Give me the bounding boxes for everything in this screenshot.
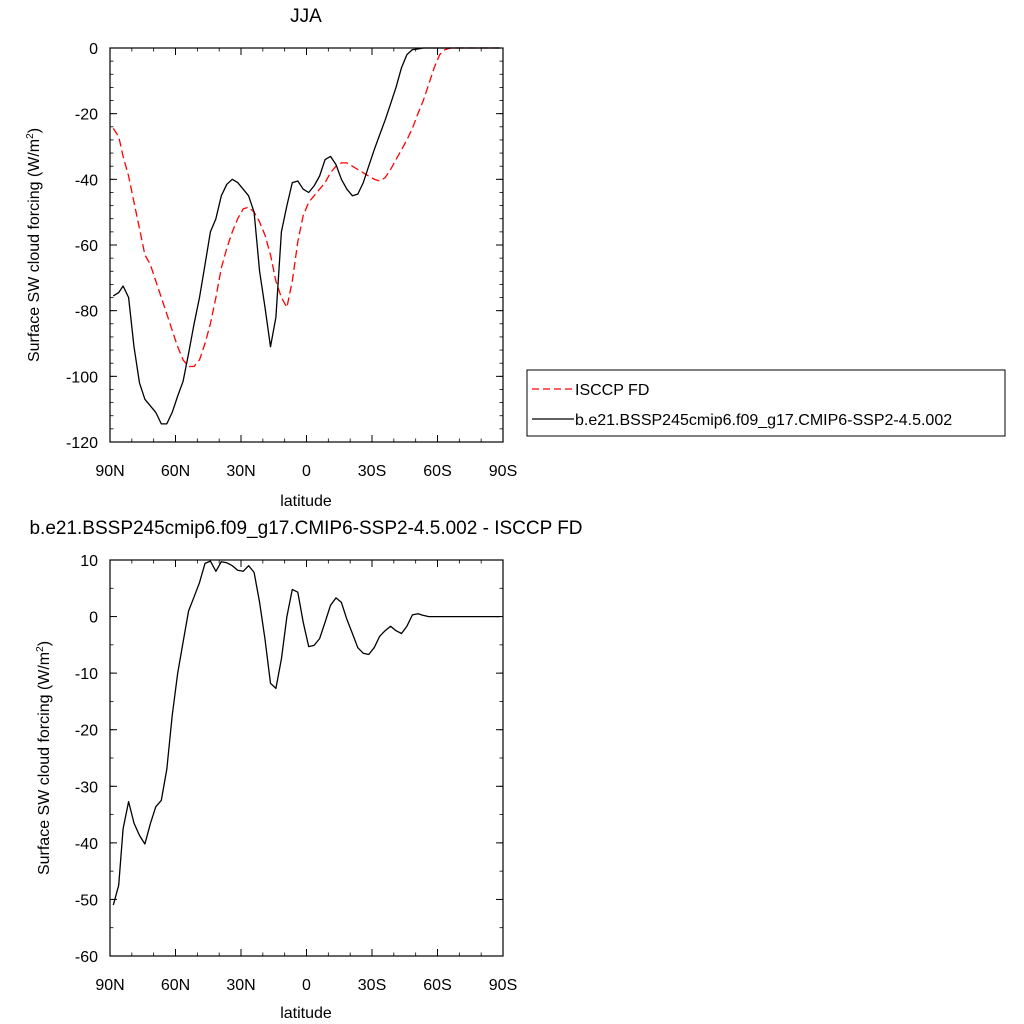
legend-label-model: b.e21.BSSP245cmip6.f09_g17.CMIP6-SSP2-4.…: [575, 412, 952, 429]
top-chart-series: [112, 47, 500, 425]
y-tick-label: -80: [75, 304, 98, 321]
x-tick-label: 30S: [358, 463, 386, 480]
x-tick-label: 90S: [489, 463, 517, 480]
x-tick-label: 60N: [161, 463, 190, 480]
bottom-chart-y-axis-label: Surface SW cloud forcing (W/m2): [35, 641, 53, 875]
y-tick-label: 0: [89, 610, 98, 627]
y-tick-label: -40: [75, 172, 98, 189]
x-tick-label: 0: [302, 977, 311, 994]
y-tick-label: -10: [75, 666, 98, 683]
top-chart-ticks: [109, 47, 504, 443]
bottom-chart: b.e21.BSSP245cmip6.f09_g17.CMIP6-SSP2-4.…: [29, 518, 582, 1022]
bottom-series-line-0: [112, 560, 500, 906]
bottom-chart-frame: [109, 559, 504, 957]
top-chart-frame: [109, 47, 504, 443]
x-tick-label: 60N: [161, 977, 190, 994]
y-tick-label: -20: [75, 107, 98, 124]
top-series-line-0: [112, 47, 500, 368]
legend: ISCCP FD b.e21.BSSP245cmip6.f09_g17.CMIP…: [526, 369, 1006, 437]
top-chart: JJA -120 -100 -80 -60 -40 -20 0 90N 60N 30N 0 30S 60…: [25, 6, 1006, 510]
x-tick-label: 30S: [358, 977, 386, 994]
y-tick-label: -100: [66, 369, 98, 386]
y-tick-label: 10: [80, 553, 98, 570]
top-series-line-1: [112, 47, 500, 425]
y-tick-label: -120: [66, 435, 98, 452]
bottom-chart-series: [112, 560, 500, 906]
x-tick-label: 60S: [423, 977, 451, 994]
bottom-chart-title: b.e21.BSSP245cmip6.f09_g17.CMIP6-SSP2-4.…: [29, 518, 582, 539]
y-tick-label: -60: [75, 949, 98, 966]
y-tick-label: -20: [75, 723, 98, 740]
y-tick-label: -50: [75, 892, 98, 909]
y-tick-label: -30: [75, 779, 98, 796]
legend-label-isccp: ISCCP FD: [575, 382, 649, 399]
x-tick-label: 90N: [95, 977, 124, 994]
top-chart-x-axis-label: latitude: [280, 493, 332, 510]
bottom-chart-x-axis-label: latitude: [280, 1005, 332, 1022]
y-tick-label: -40: [75, 836, 98, 853]
top-chart-y-axis-label: Surface SW cloud forcing (W/m2): [25, 128, 43, 362]
legend-box: [526, 369, 1006, 437]
x-tick-label: 30N: [226, 463, 255, 480]
x-tick-label: 30N: [226, 977, 255, 994]
x-tick-label: 0: [302, 463, 311, 480]
x-tick-label: 90N: [95, 463, 124, 480]
top-chart-tick-labels: -120 -100 -80 -60 -40 -20 0 90N 60N 30N 0 30S 60S 90S: [66, 41, 517, 480]
top-chart-title: JJA: [290, 6, 322, 27]
y-tick-label: 0: [89, 41, 98, 58]
x-tick-label: 60S: [423, 463, 451, 480]
bottom-chart-ticks: [109, 559, 504, 957]
y-tick-label: -60: [75, 238, 98, 255]
bottom-chart-tick-labels: -60 -50 -40 -30 -20 -10 0 10 90N 60N 30N 0 30S 60S 90S: [75, 553, 517, 994]
x-tick-label: 90S: [489, 977, 517, 994]
